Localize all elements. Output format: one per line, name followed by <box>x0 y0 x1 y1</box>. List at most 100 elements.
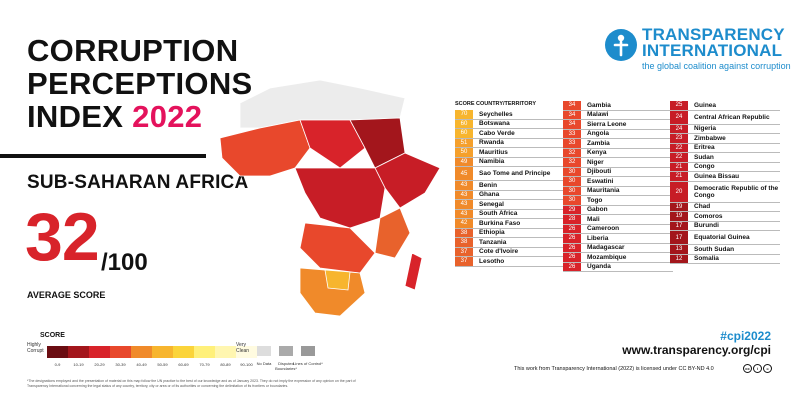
cc-icon: cc <box>743 364 752 373</box>
table-row: 17 Equatorial Guinea <box>670 231 780 245</box>
transparency-international-logo-icon <box>605 29 637 61</box>
average-score-value: 32 <box>25 199 100 275</box>
country-cell: Niger <box>587 158 604 166</box>
country-cell: Zambia <box>587 139 610 147</box>
table-row: 12 Somalia <box>670 254 780 264</box>
table-row: 38 Tanzania <box>455 238 565 248</box>
legend-tick-label: 80-89 <box>220 362 231 367</box>
country-cell: Eswatini <box>587 177 614 185</box>
score-cell: 24 <box>670 110 688 124</box>
country-cell: Lesotho <box>479 257 505 265</box>
table-row: 60 Cabo Verde <box>455 129 565 139</box>
score-cell: 43 <box>455 190 473 199</box>
legend-swatch <box>236 346 257 358</box>
score-cell: 26 <box>563 224 581 233</box>
table-row: 29 Gabon <box>563 205 673 215</box>
table-row: 21 Congo <box>670 162 780 172</box>
score-cell: 70 <box>455 110 473 119</box>
score-cell: 30 <box>563 167 581 176</box>
score-cell: 17 <box>670 231 688 244</box>
legend-disputed-label: Disputed Boundaries* <box>275 361 297 371</box>
score-table-column-3: 25 Guinea 24 Central African Republic 24 Nige… <box>670 101 780 264</box>
country-cell: South Africa <box>479 210 518 218</box>
score-cell: 26 <box>563 262 581 271</box>
legend-no-data-label: No Data <box>256 361 272 366</box>
country-cell: Liberia <box>587 234 609 242</box>
nd-icon: = <box>763 364 772 373</box>
country-cell: Seychelles <box>479 110 513 118</box>
score-cell: 26 <box>563 253 581 262</box>
country-cell: Democratic Republic of the Congo <box>694 184 779 199</box>
legend-no-data-swatch <box>257 346 271 356</box>
score-cell: 33 <box>563 139 581 148</box>
country-cell: Botswana <box>479 120 510 128</box>
country-cell: Mauritius <box>479 148 508 156</box>
legend-tick-label: 30-39 <box>115 362 126 367</box>
legend-swatch <box>152 346 173 358</box>
country-cell: Rwanda <box>479 139 504 147</box>
table-row: 30 Togo <box>563 196 673 206</box>
country-cell: Zimbabwe <box>694 134 726 142</box>
score-cell: 37 <box>455 257 473 266</box>
legend-highly-corrupt: Highly Corrupt <box>27 342 44 354</box>
country-cell: Nigeria <box>694 125 717 133</box>
country-cell: Malawi <box>587 111 609 119</box>
legend-tick-label: 60-69 <box>178 362 189 367</box>
table-row: 42 Burkina Faso <box>455 219 565 229</box>
logo-line-1: TRANSPARENCY <box>642 25 785 44</box>
country-cell: Senegal <box>479 200 504 208</box>
country-cell: Madagascar <box>587 244 625 252</box>
score-cell: 60 <box>455 129 473 138</box>
country-cell: Uganda <box>587 263 611 271</box>
legend-tick-label: 20-29 <box>94 362 105 367</box>
table-row: 26 Madagascar <box>563 243 673 253</box>
legend-very-clean: Very Clean <box>236 342 250 354</box>
table-row: 32 Niger <box>563 158 673 168</box>
legend-tick-label: 40-49 <box>136 362 147 367</box>
score-cell: 43 <box>455 200 473 209</box>
score-cell: 33 <box>563 129 581 138</box>
map-botswana <box>324 269 351 291</box>
score-cell: 38 <box>455 228 473 237</box>
score-cell: 43 <box>455 181 473 190</box>
legend-disputed-swatch <box>279 346 293 356</box>
table-row: 34 Sierra Leone <box>563 120 673 130</box>
region-heading: SUB-SAHARAN AFRICA <box>27 172 249 193</box>
score-cell: 22 <box>670 143 688 152</box>
score-cell: 42 <box>455 219 473 228</box>
score-cell: 30 <box>563 196 581 205</box>
table-row: 21 Guinea Bissau <box>670 172 780 182</box>
legend-tick-label: 10-19 <box>73 362 84 367</box>
score-cell: 30 <box>563 177 581 186</box>
score-cell: 38 <box>455 238 473 247</box>
score-cell: 26 <box>563 234 581 243</box>
table-row: 25 Guinea <box>670 101 780 111</box>
legend-title: SCORE <box>40 332 65 339</box>
hashtag[interactable]: #cpi2022 <box>720 329 771 343</box>
score-cell: 43 <box>455 209 473 218</box>
country-cell: Eritrea <box>694 144 715 152</box>
table-row: 28 Mali <box>563 215 673 225</box>
country-cell: Kenya <box>587 149 607 157</box>
score-cell: 19 <box>670 202 688 211</box>
score-cell: 30 <box>563 186 581 195</box>
table-row: 37 Cote d'Ivoire <box>455 247 565 257</box>
table-row: 30 Mauritania <box>563 186 673 196</box>
score-cell: 21 <box>670 172 688 181</box>
score-cell: 60 <box>455 119 473 128</box>
table-row: 33 Angola <box>563 129 673 139</box>
table-row: 34 Malawi <box>563 110 673 120</box>
table-row: 30 Eswatini <box>563 177 673 187</box>
website-link[interactable]: www.transparency.org/cpi <box>622 343 771 357</box>
license-text: This work from Transparency Internationa… <box>514 366 714 372</box>
legend-swatch <box>194 346 215 358</box>
country-cell: Togo <box>587 196 603 204</box>
legend-swatch <box>47 346 68 358</box>
legend-swatch <box>110 346 131 358</box>
country-cell: Mozambique <box>587 253 627 261</box>
legend-tick-label: 90-100 <box>240 362 253 367</box>
country-cell: Ethiopia <box>479 229 505 237</box>
table-row: 24 Central African Republic <box>670 110 780 125</box>
legend-swatch <box>173 346 194 358</box>
score-cell: 45 <box>455 167 473 180</box>
